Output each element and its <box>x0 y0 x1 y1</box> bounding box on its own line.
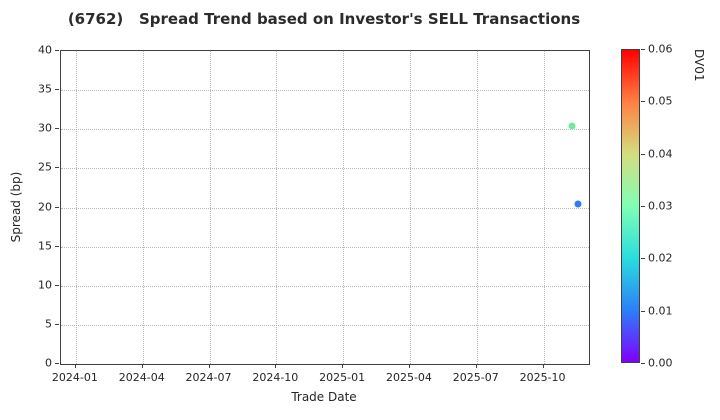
y-tick-label: 20 <box>38 200 52 213</box>
x-tick-label: 2024-01 <box>51 371 98 384</box>
y-gridline <box>61 246 589 248</box>
y-tick-mark <box>55 323 59 325</box>
y-tick-mark <box>55 245 59 247</box>
colorbar-tick-label: 0.02 <box>648 251 673 265</box>
colorbar-gradient <box>621 49 640 363</box>
x-tick-label: 2025-01 <box>319 371 366 384</box>
colorbar-tick-mark <box>641 310 645 312</box>
data-point <box>568 122 576 130</box>
plot-area <box>60 50 590 365</box>
y-tick-label: 40 <box>38 43 52 57</box>
y-tick-mark <box>55 284 59 286</box>
x-axis-label: Trade Date <box>291 390 357 404</box>
x-tick-mark <box>275 364 277 368</box>
x-tick-mark <box>208 364 210 368</box>
colorbar-tick-mark <box>641 153 645 155</box>
colorbar-tick-label: 0.00 <box>648 356 673 370</box>
x-tick-mark <box>74 364 76 368</box>
y-tick-mark <box>55 167 59 169</box>
colorbar-tick-mark <box>641 258 645 260</box>
y-tick-label: 0 <box>45 356 52 370</box>
x-tick-label: 2024-07 <box>185 371 232 384</box>
y-gridline <box>61 129 589 131</box>
y-gridline <box>61 90 589 92</box>
y-tick-label: 15 <box>38 239 52 253</box>
y-gridline <box>61 168 589 170</box>
colorbar-tick-mark <box>641 206 645 207</box>
y-tick-mark <box>55 89 59 91</box>
x-tick-label: 2024-10 <box>252 371 299 384</box>
y-tick-label: 10 <box>38 278 52 292</box>
colorbar-tick-mark <box>641 101 645 103</box>
y-tick-label: 35 <box>38 82 52 96</box>
colorbar-tick-mark <box>641 363 645 364</box>
y-axis-label: Spread (bp) <box>9 171 23 243</box>
colorbar-tick-label: 0.04 <box>648 147 673 161</box>
colorbar-tick-label: 0.05 <box>648 94 673 108</box>
x-tick-mark <box>141 364 143 368</box>
colorbar-tick-label: 0.01 <box>648 304 673 318</box>
y-gridline <box>61 285 589 287</box>
x-tick-label: 2025-07 <box>452 371 499 384</box>
x-tick-mark <box>342 364 344 368</box>
y-tick-label: 5 <box>45 317 52 331</box>
x-tick-label: 2025-04 <box>385 371 432 384</box>
colorbar-tick-label: 0.06 <box>648 42 673 56</box>
chart-title: (6762) Spread Trend based on Investor's … <box>67 10 581 28</box>
y-tick-mark <box>55 128 59 130</box>
data-point <box>574 200 582 208</box>
x-tick-mark <box>475 364 477 368</box>
y-tick-mark <box>55 50 59 51</box>
x-tick-mark <box>408 364 410 368</box>
y-gridline <box>61 207 589 209</box>
x-tick-label: 2025-10 <box>519 371 566 384</box>
colorbar-tick-mark <box>641 49 645 50</box>
y-tick-mark <box>55 206 59 208</box>
colorbar-label: DV01 <box>692 49 706 82</box>
y-tick-label: 25 <box>38 160 52 174</box>
y-tick-label: 30 <box>38 121 52 135</box>
y-tick-mark <box>55 363 59 364</box>
x-tick-label: 2024-04 <box>118 371 165 384</box>
x-tick-mark <box>542 364 544 368</box>
y-gridline <box>61 324 589 326</box>
colorbar-tick-label: 0.03 <box>648 199 673 213</box>
